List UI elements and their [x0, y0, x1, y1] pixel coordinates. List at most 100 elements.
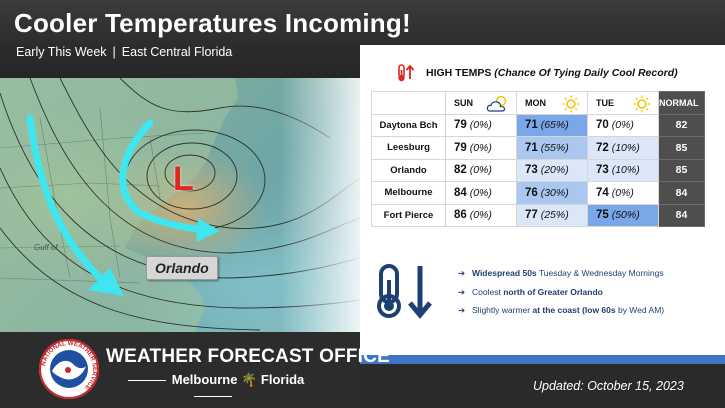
header-sun-label: SUN — [454, 97, 474, 108]
table-title-note: (Chance Of Tying Daily Cool Record) — [494, 67, 678, 79]
mon-cell: 73 (20%) — [516, 158, 588, 182]
temps-table: SUN MON TUE — [371, 91, 705, 227]
tue-cell: 72 (10%) — [587, 136, 659, 160]
temp-value: 77 — [525, 209, 538, 222]
temp-value: 71 — [525, 119, 538, 132]
city-cell: Fort Pierce — [371, 203, 446, 227]
gulf-label: Gulf of — [34, 243, 58, 252]
table-row: Melbourne 84 (0%) 76 (30%) 74 (0%) 84 — [371, 181, 705, 205]
header-tue-label: TUE — [596, 97, 614, 108]
mon-cell: 71 (65%) — [516, 113, 588, 137]
record-chance: (0%) — [469, 141, 492, 154]
page-subtitle: Early This Week | East Central Florida — [16, 45, 232, 59]
normal-cell: 84 — [658, 181, 705, 205]
sun-cell: 82 (0%) — [445, 158, 517, 182]
temp-value: 70 — [596, 119, 609, 132]
table-row: Orlando 82 (0%) 73 (20%) 73 (10%) 85 — [371, 158, 705, 182]
office-city: Melbourne — [171, 372, 238, 387]
subtitle-separator: | — [112, 45, 116, 59]
tue-cell: 70 (0%) — [587, 113, 659, 137]
header-normal: NORMAL — [658, 91, 705, 115]
mon-cell: 77 (25%) — [516, 203, 588, 227]
tue-cell: 74 (0%) — [587, 181, 659, 205]
mon-cell: 76 (30%) — [516, 181, 588, 205]
header-tue: TUE — [587, 91, 659, 115]
palm-icon: 🌴 — [241, 372, 258, 387]
thermometer-down-icon — [377, 264, 432, 319]
record-chance: (0%) — [469, 209, 492, 222]
mon-cell: 71 (55%) — [516, 136, 588, 160]
accent-bar — [360, 355, 725, 364]
sun-icon — [562, 95, 580, 113]
record-chance: (0%) — [469, 164, 492, 177]
normal-cell: 84 — [658, 203, 705, 227]
normal-cell: 82 — [658, 113, 705, 137]
temp-value: 72 — [596, 141, 609, 154]
tue-cell: 73 (10%) — [587, 158, 659, 182]
city-cell: Daytona Bch — [371, 113, 446, 137]
bullet-bold: Widespread 50s — [472, 268, 537, 278]
sun-cell: 84 (0%) — [445, 181, 517, 205]
record-chance: (55%) — [540, 141, 569, 154]
forecast-panel: HIGH TEMPS (Chance Of Tying Daily Cool R… — [360, 45, 725, 355]
temp-value: 76 — [525, 186, 538, 199]
arrow-head-west — [88, 268, 124, 296]
map-fade — [280, 78, 360, 332]
period-label: Early This Week — [16, 45, 107, 59]
header-sun: SUN — [445, 91, 517, 115]
header-mon-label: MON — [525, 97, 546, 108]
temp-value: 71 — [525, 141, 538, 154]
sun-cell: 79 (0%) — [445, 136, 517, 160]
record-chance: (0%) — [469, 186, 492, 199]
nws-logo: NATIONAL WEATHER SERVICE — [39, 339, 99, 399]
temp-value: 82 — [454, 164, 467, 177]
temp-value: 86 — [454, 209, 467, 222]
table-title-main: HIGH TEMPS — [426, 67, 492, 79]
office-state: Florida — [260, 372, 305, 387]
city-cell: Orlando — [371, 158, 446, 182]
temp-value: 74 — [596, 186, 609, 199]
office-title: WEATHER FORECAST OFFICE — [106, 346, 390, 367]
normal-cell: 85 — [658, 158, 705, 182]
orlando-label: Orlando — [146, 256, 218, 280]
record-chance: (50%) — [611, 209, 640, 222]
page-title: Cooler Temperatures Incoming! — [14, 8, 411, 38]
table-row: Leesburg 79 (0%) 71 (55%) 72 (10%) 85 — [371, 136, 705, 160]
header-mon: MON — [516, 91, 588, 115]
table-title: HIGH TEMPS (Chance Of Tying Daily Cool R… — [426, 67, 678, 79]
weather-map: L Orlando Gulf of — [0, 78, 360, 332]
bullet-text: Tuesday & Wednesday Mornings — [536, 268, 664, 278]
temp-value: 73 — [525, 164, 538, 177]
city-cell: Leesburg — [371, 136, 446, 160]
arrow-icon: ➔ — [458, 305, 466, 315]
bullet-text: Coolest — [472, 287, 504, 297]
bullet-item: ➔ Widespread 50s Tuesday & Wednesday Morn… — [458, 268, 664, 279]
region-label: East Central Florida — [121, 45, 233, 59]
low-pressure-marker: L — [173, 160, 194, 198]
table-row: Daytona Bch 79 (0%) 71 (65%) 70 (0%) 82 — [371, 113, 705, 137]
land-mass — [0, 78, 238, 332]
record-chance: (10%) — [611, 164, 640, 177]
office-location: Melbourne 🌴 Florida — [108, 372, 318, 403]
cold-air-arrows — [26, 114, 209, 282]
bullet-item: ➔ Coolest north of Greater Orlando — [458, 287, 603, 298]
table-header-row: SUN MON TUE — [371, 91, 705, 115]
partly-cloudy-icon — [486, 95, 507, 112]
arrow-head-east — [196, 218, 220, 242]
tue-cell: 75 (50%) — [587, 203, 659, 227]
temp-value: 79 — [454, 119, 467, 132]
updated-timestamp: Updated: October 15, 2023 — [533, 379, 684, 393]
bullet-text: by Wed AM) — [615, 305, 665, 315]
divider-left — [127, 380, 166, 382]
sun-cell: 86 (0%) — [445, 203, 517, 227]
city-cell: Melbourne — [371, 181, 446, 205]
record-chance: (25%) — [540, 209, 569, 222]
record-chance: (0%) — [611, 119, 634, 132]
normal-cell: 85 — [658, 136, 705, 160]
arrow-icon: ➔ — [458, 268, 466, 278]
header-city — [371, 91, 446, 115]
temp-value: 84 — [454, 186, 467, 199]
temp-value: 75 — [596, 209, 609, 222]
temp-value: 79 — [454, 141, 467, 154]
thermometer-up-icon — [398, 64, 415, 82]
